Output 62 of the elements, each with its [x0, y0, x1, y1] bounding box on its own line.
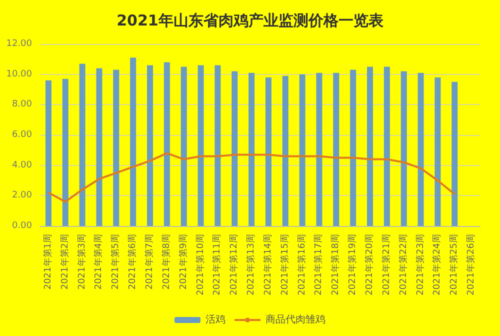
bar — [248, 72, 255, 226]
x-tick-label: 2021年第6周 — [127, 234, 138, 290]
bar — [384, 66, 390, 226]
x-tick-label: 2021年第4周 — [93, 234, 104, 290]
bar — [452, 82, 458, 226]
bar — [96, 68, 102, 226]
x-tick-label: 2021年第5周 — [110, 234, 122, 290]
bar — [367, 66, 373, 226]
legend-label: 商品代肉雏鸡 — [266, 314, 326, 326]
y-tick-label: 2.00 — [12, 190, 32, 201]
bar — [214, 65, 221, 226]
bar — [299, 74, 306, 226]
x-tick-label: 2021年第14周 — [262, 234, 274, 296]
chart-title: 2021年山东省肉鸡产业监测价格一览表 — [116, 12, 384, 30]
y-tick-label: 6.00 — [12, 130, 32, 140]
x-tick-label: 2021年第26周 — [466, 234, 477, 296]
x-tick-label: 2021年第9周 — [178, 234, 189, 290]
x-tick-label: 2021年第15周 — [279, 234, 290, 296]
x-tick-label: 2021年第19周 — [347, 234, 358, 296]
bar — [316, 72, 322, 226]
line-series — [47, 152, 456, 203]
bar — [164, 62, 170, 226]
bar — [434, 77, 441, 226]
bar — [333, 72, 340, 226]
x-tick-label: 2021年第12周 — [228, 234, 240, 296]
x-tick-label: 2021年第18周 — [330, 234, 342, 296]
bar — [130, 58, 136, 226]
x-tick-label: 2021年第21周 — [380, 234, 392, 296]
y-tick-label: 10.00 — [6, 69, 32, 80]
bar — [232, 71, 238, 226]
x-tick-label: 2021年第17周 — [313, 234, 324, 296]
x-tick-label: 2021年第16周 — [296, 234, 308, 296]
x-tick-label: 2021年第13周 — [246, 234, 257, 296]
x-tick-label: 2021年第22周 — [398, 234, 409, 296]
x-tick-label: 2021年第25周 — [448, 234, 460, 296]
y-tick-label: 8.00 — [12, 100, 32, 110]
x-tick-label: 2021年第11周 — [212, 234, 223, 296]
bar — [45, 80, 52, 226]
x-tick-label: 2021年第20周 — [364, 234, 375, 296]
bar — [350, 70, 356, 226]
y-tick-label: 4.00 — [12, 160, 32, 170]
x-tick-label: 2021年第8周 — [160, 234, 172, 290]
bar — [400, 71, 407, 226]
bar — [418, 72, 424, 226]
bar — [62, 78, 68, 226]
y-tick-label: 12.00 — [6, 39, 32, 49]
bar — [265, 77, 272, 226]
x-tick-label: 2021年第24周 — [432, 234, 443, 296]
x-tick-label: 2021年第23周 — [414, 234, 426, 296]
x-tick-label: 2021年第3周 — [76, 234, 88, 290]
bar — [180, 66, 187, 226]
x-tick-label: 2021年第7周 — [144, 234, 155, 290]
bar — [198, 65, 204, 226]
bar — [113, 70, 120, 226]
legend-label: 活鸡 — [206, 314, 226, 326]
x-tick-label: 2021年第1周 — [42, 234, 54, 290]
y-tick-label: 0.00 — [12, 221, 32, 231]
bar — [79, 64, 86, 226]
x-tick-label: 2021年第2周 — [59, 234, 70, 290]
bar — [282, 76, 288, 226]
x-tick-label: 2021年第10周 — [194, 234, 206, 296]
bar — [147, 65, 153, 226]
